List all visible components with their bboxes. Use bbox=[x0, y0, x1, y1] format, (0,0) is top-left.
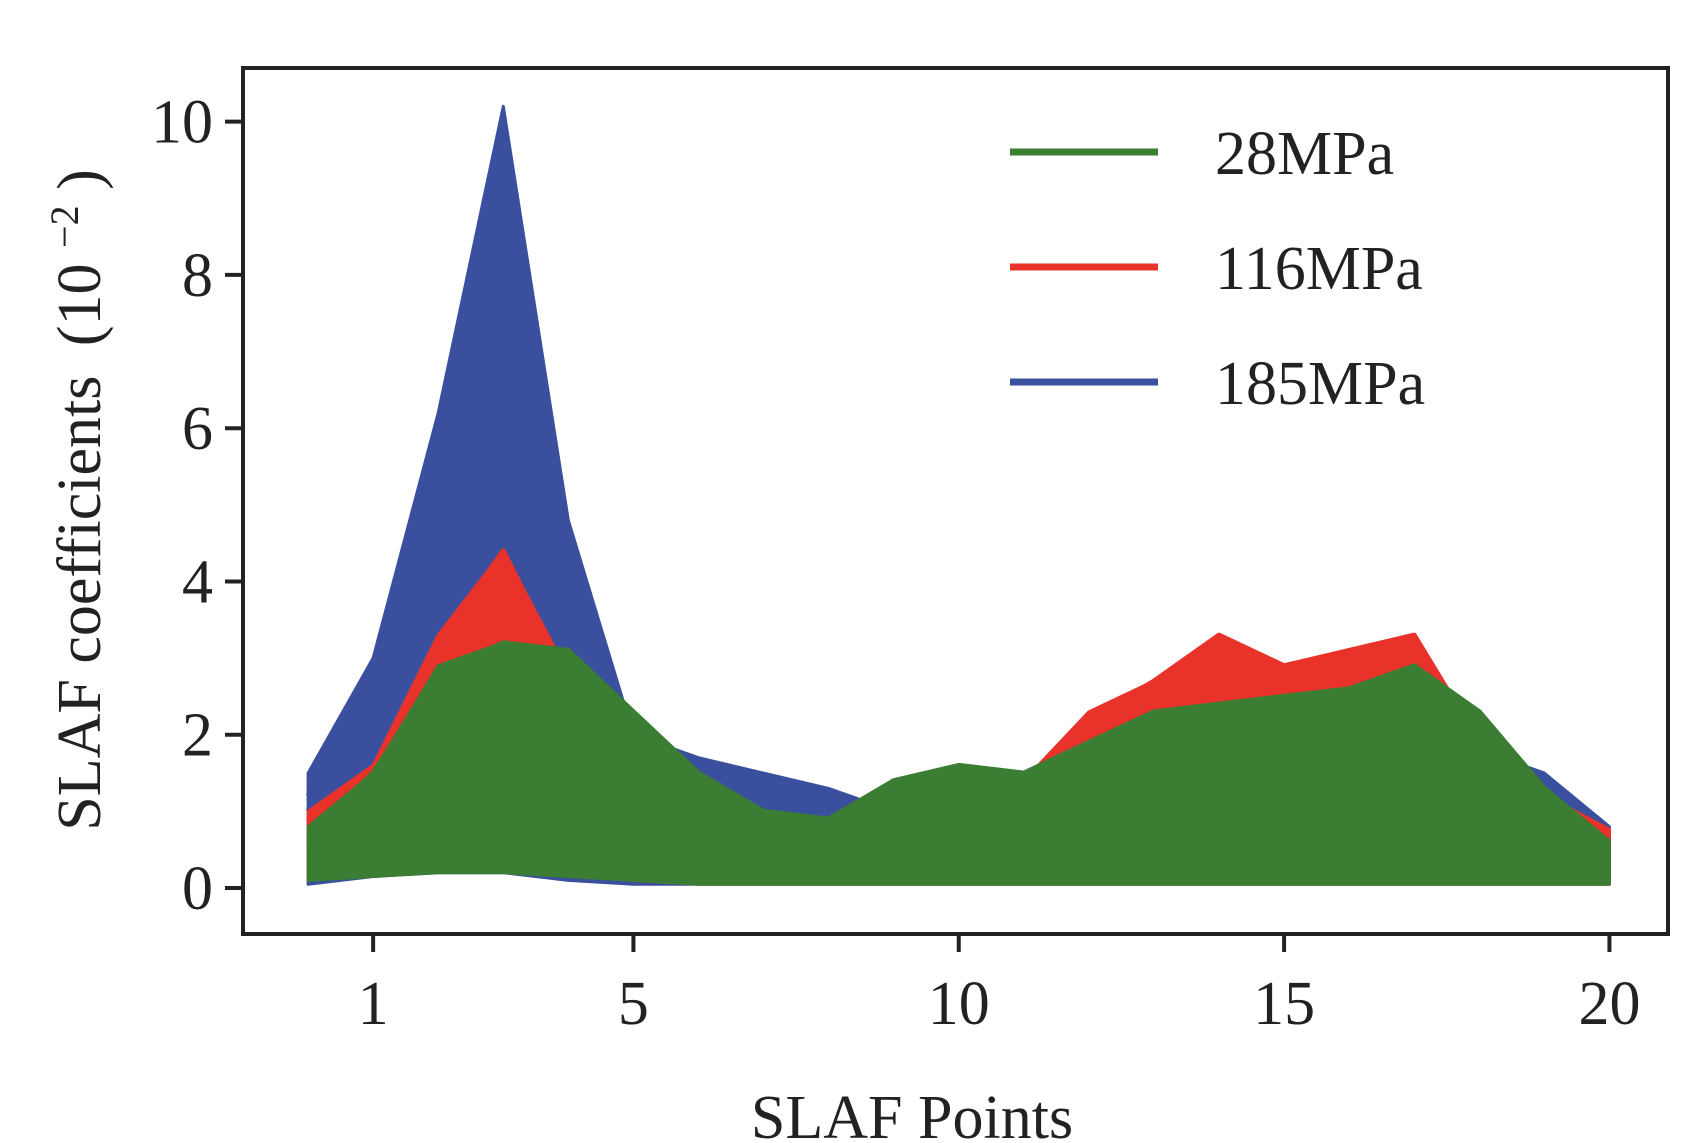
y-axis-label-close: ) bbox=[46, 169, 114, 190]
y-tick-label: 0 bbox=[182, 855, 213, 923]
y-axis: 0 2 4 6 8 10 bbox=[151, 89, 243, 923]
x-tick-label: 15 bbox=[1253, 970, 1315, 1038]
x-tick-label: 1 bbox=[358, 970, 389, 1038]
x-tick-label: 20 bbox=[1578, 970, 1640, 1038]
y-axis-label-exponent: −2 bbox=[42, 205, 87, 248]
x-axis-label: SLAF Points bbox=[751, 1084, 1073, 1143]
legend-label-116mpa: 116MPa bbox=[1215, 235, 1423, 303]
plot-frame bbox=[241, 66, 1670, 936]
y-tick-label: 6 bbox=[182, 395, 213, 463]
y-axis-label-text: SLAF coefficients bbox=[46, 376, 114, 831]
y-tick-label: 8 bbox=[182, 242, 213, 310]
y-axis-label: SLAF coefficients (10 −2 ) bbox=[24, 169, 114, 831]
legend-label-185mpa: 185MPa bbox=[1215, 350, 1425, 418]
series-line-28mpa bbox=[306, 640, 1611, 844]
x-tick-label: 10 bbox=[928, 970, 990, 1038]
y-tick-label: 2 bbox=[182, 702, 213, 770]
y-tick-label: 4 bbox=[182, 548, 213, 616]
y-tick-label: 10 bbox=[151, 89, 213, 157]
legend: 28MPa 116MPa 185MPa bbox=[1010, 120, 1425, 418]
x-tick-label: 5 bbox=[618, 970, 649, 1038]
series-line-28mpa bbox=[306, 655, 1611, 848]
x-axis: 1 5 10 15 20 bbox=[358, 934, 1640, 1038]
plot-area bbox=[305, 104, 1611, 886]
legend-label-28mpa: 28MPa bbox=[1215, 120, 1394, 188]
y-axis-label-unit: (10 bbox=[46, 263, 114, 346]
